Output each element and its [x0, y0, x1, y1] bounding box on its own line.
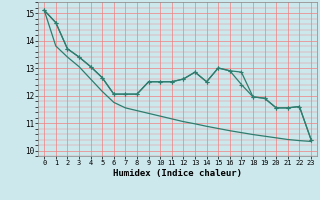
- X-axis label: Humidex (Indice chaleur): Humidex (Indice chaleur): [113, 169, 242, 178]
